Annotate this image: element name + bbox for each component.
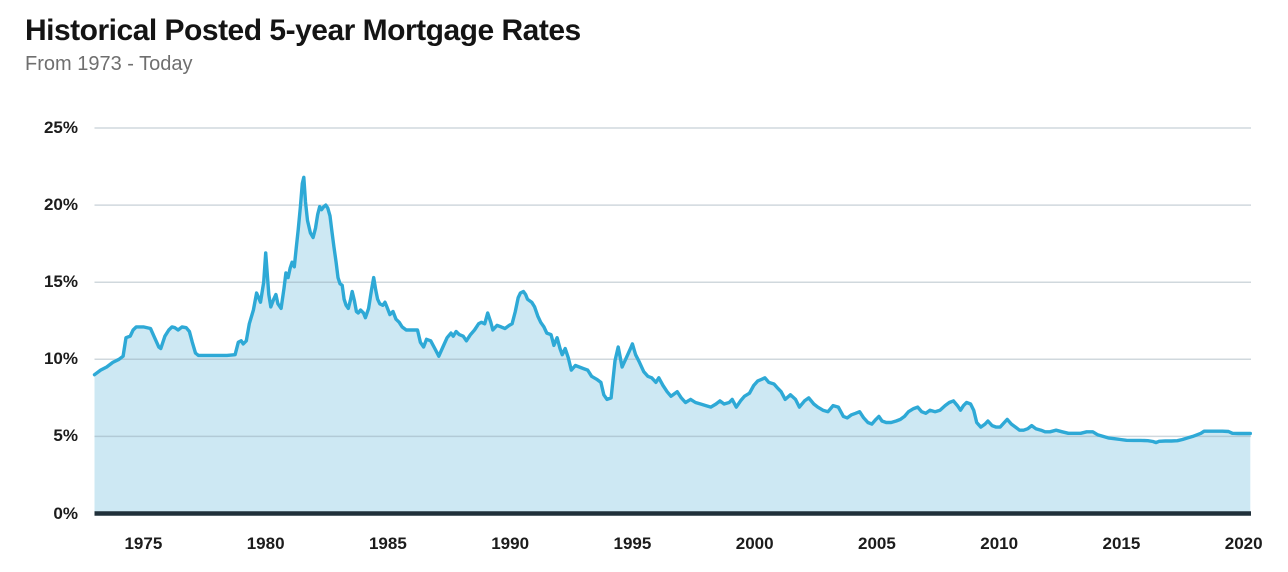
y-axis-tick-label: 20%: [43, 195, 78, 215]
x-axis-tick-label: 1980: [246, 534, 285, 553]
x-axis-tick-label: 1975: [124, 534, 163, 553]
x-axis-tick-label: 2015: [1102, 534, 1141, 553]
y-axis-tick-label: 10%: [43, 349, 78, 369]
x-axis-tick-label: 1985: [368, 534, 407, 553]
x-axis-tick-label: 1995: [613, 534, 652, 553]
x-axis-tick-label: 1990: [491, 534, 530, 553]
y-axis-tick-label: 25%: [43, 118, 78, 137]
y-axis-tick-label: 15%: [43, 272, 78, 292]
chart-title: Historical Posted 5-year Mortgage Rates: [25, 14, 581, 47]
y-axis-tick-label: 5%: [53, 426, 78, 446]
x-axis-tick-label: 2000: [735, 534, 774, 553]
x-axis-tick-label: 2020: [1224, 534, 1263, 553]
chart-subtitle: From 1973 - Today: [25, 53, 193, 75]
x-axis-tick-label: 2010: [980, 534, 1019, 553]
rate-line: [92, 175, 1252, 445]
rate-area-fill: [94, 177, 1251, 514]
y-axis-tick-label: 0%: [53, 503, 78, 523]
chart-header: Historical Posted 5-year Mortgage Rates …: [25, 14, 581, 76]
x-axis-tick-label: 2005: [857, 534, 896, 553]
